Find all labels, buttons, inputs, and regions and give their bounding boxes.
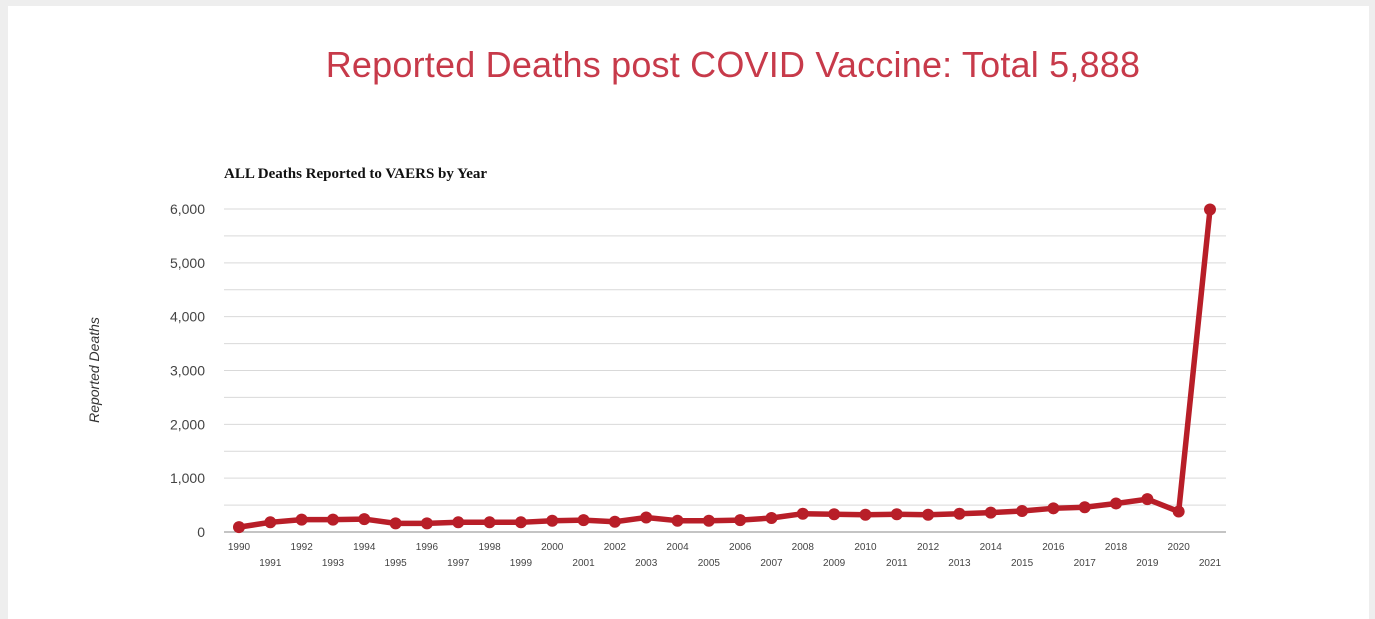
data-point — [1204, 203, 1216, 216]
data-point — [577, 514, 590, 527]
gridlines — [224, 208, 1226, 533]
data-point — [828, 508, 841, 521]
data-point — [1141, 493, 1154, 506]
x-tick-label: 2010 — [854, 542, 877, 553]
x-tick-label: 2003 — [635, 558, 658, 569]
x-tick-label: 2015 — [1011, 558, 1034, 569]
x-tick-label: 2011 — [886, 558, 908, 569]
data-point — [233, 521, 245, 534]
x-tick-label: 2014 — [980, 542, 1003, 553]
x-axis-ticks: 1990 1991 1992 1993 1994 1995 1996 1997 1998 1999… — [228, 542, 1222, 569]
x-tick-label: 2000 — [541, 542, 564, 553]
x-tick-label: 2021 — [1199, 558, 1222, 569]
chart-card: Reported Deaths post COVID Vaccine: Tota… — [8, 6, 1369, 619]
data-point — [326, 513, 339, 526]
data-point — [953, 507, 966, 520]
y-axis-label: Reported Deaths — [86, 317, 102, 423]
y-axis-ticks: 0 1,000 2,000 3,000 4,000 5,000 6,000 — [170, 201, 205, 540]
data-point — [389, 517, 402, 530]
data-point — [1047, 502, 1060, 515]
data-point — [295, 513, 308, 526]
data-point — [859, 508, 872, 521]
x-tick-label: 2012 — [917, 542, 940, 553]
data-point — [640, 511, 653, 524]
x-tick-label: 1990 — [228, 542, 251, 553]
x-tick-label: 2019 — [1136, 558, 1159, 569]
x-tick-label: 1996 — [416, 542, 439, 553]
x-tick-label: 1998 — [478, 542, 501, 553]
data-point — [483, 516, 496, 529]
y-tick-label: 5,000 — [170, 255, 205, 271]
chart-title: ALL Deaths Reported to VAERS by Year — [224, 166, 487, 182]
data-point — [765, 512, 778, 525]
series-line — [236, 206, 1213, 530]
data-point — [608, 515, 621, 528]
x-tick-label: 2016 — [1042, 542, 1065, 553]
data-point — [890, 508, 903, 521]
x-tick-label: 2005 — [698, 558, 721, 569]
series-layer — [233, 203, 1216, 534]
data-point — [922, 508, 935, 521]
x-tick-label: 2001 — [572, 558, 595, 569]
x-tick-label: 2020 — [1168, 542, 1191, 553]
data-point — [702, 514, 715, 527]
y-tick-label: 4,000 — [170, 309, 205, 325]
data-point — [452, 516, 465, 529]
data-point — [984, 506, 997, 519]
x-tick-label: 1995 — [384, 558, 407, 569]
data-point — [546, 514, 559, 527]
data-point — [796, 507, 809, 520]
data-point — [1078, 501, 1091, 514]
x-tick-label: 2018 — [1105, 542, 1128, 553]
x-tick-label: 2009 — [823, 558, 846, 569]
data-point — [264, 516, 277, 529]
x-tick-label: 1999 — [510, 558, 533, 569]
page-title: Reported Deaths post COVID Vaccine: Tota… — [325, 44, 1141, 85]
x-tick-label: 2004 — [666, 542, 689, 553]
x-tick-label: 1997 — [447, 558, 470, 569]
y-tick-label: 1,000 — [170, 470, 205, 486]
y-tick-label: 3,000 — [170, 363, 205, 379]
x-tick-label: 2007 — [760, 558, 783, 569]
x-tick-label: 2006 — [729, 542, 752, 553]
y-tick-label: 0 — [197, 524, 205, 540]
data-point — [420, 517, 433, 530]
data-point — [1110, 497, 1123, 510]
data-point — [514, 516, 527, 529]
y-tick-label: 2,000 — [170, 416, 205, 432]
data-point — [734, 514, 747, 527]
x-tick-label: 2017 — [1074, 558, 1097, 569]
x-tick-label: 2008 — [792, 542, 815, 553]
x-tick-label: 1992 — [291, 542, 314, 553]
data-point — [1172, 505, 1185, 518]
x-tick-label: 1994 — [353, 542, 376, 553]
data-point — [1016, 505, 1029, 518]
x-tick-label: 1991 — [259, 558, 282, 569]
x-tick-label: 1993 — [322, 558, 345, 569]
data-point — [671, 514, 684, 527]
y-tick-label: 6,000 — [170, 201, 205, 217]
x-tick-label: 2013 — [948, 558, 971, 569]
x-tick-label: 2002 — [604, 542, 627, 553]
data-point — [358, 513, 371, 526]
